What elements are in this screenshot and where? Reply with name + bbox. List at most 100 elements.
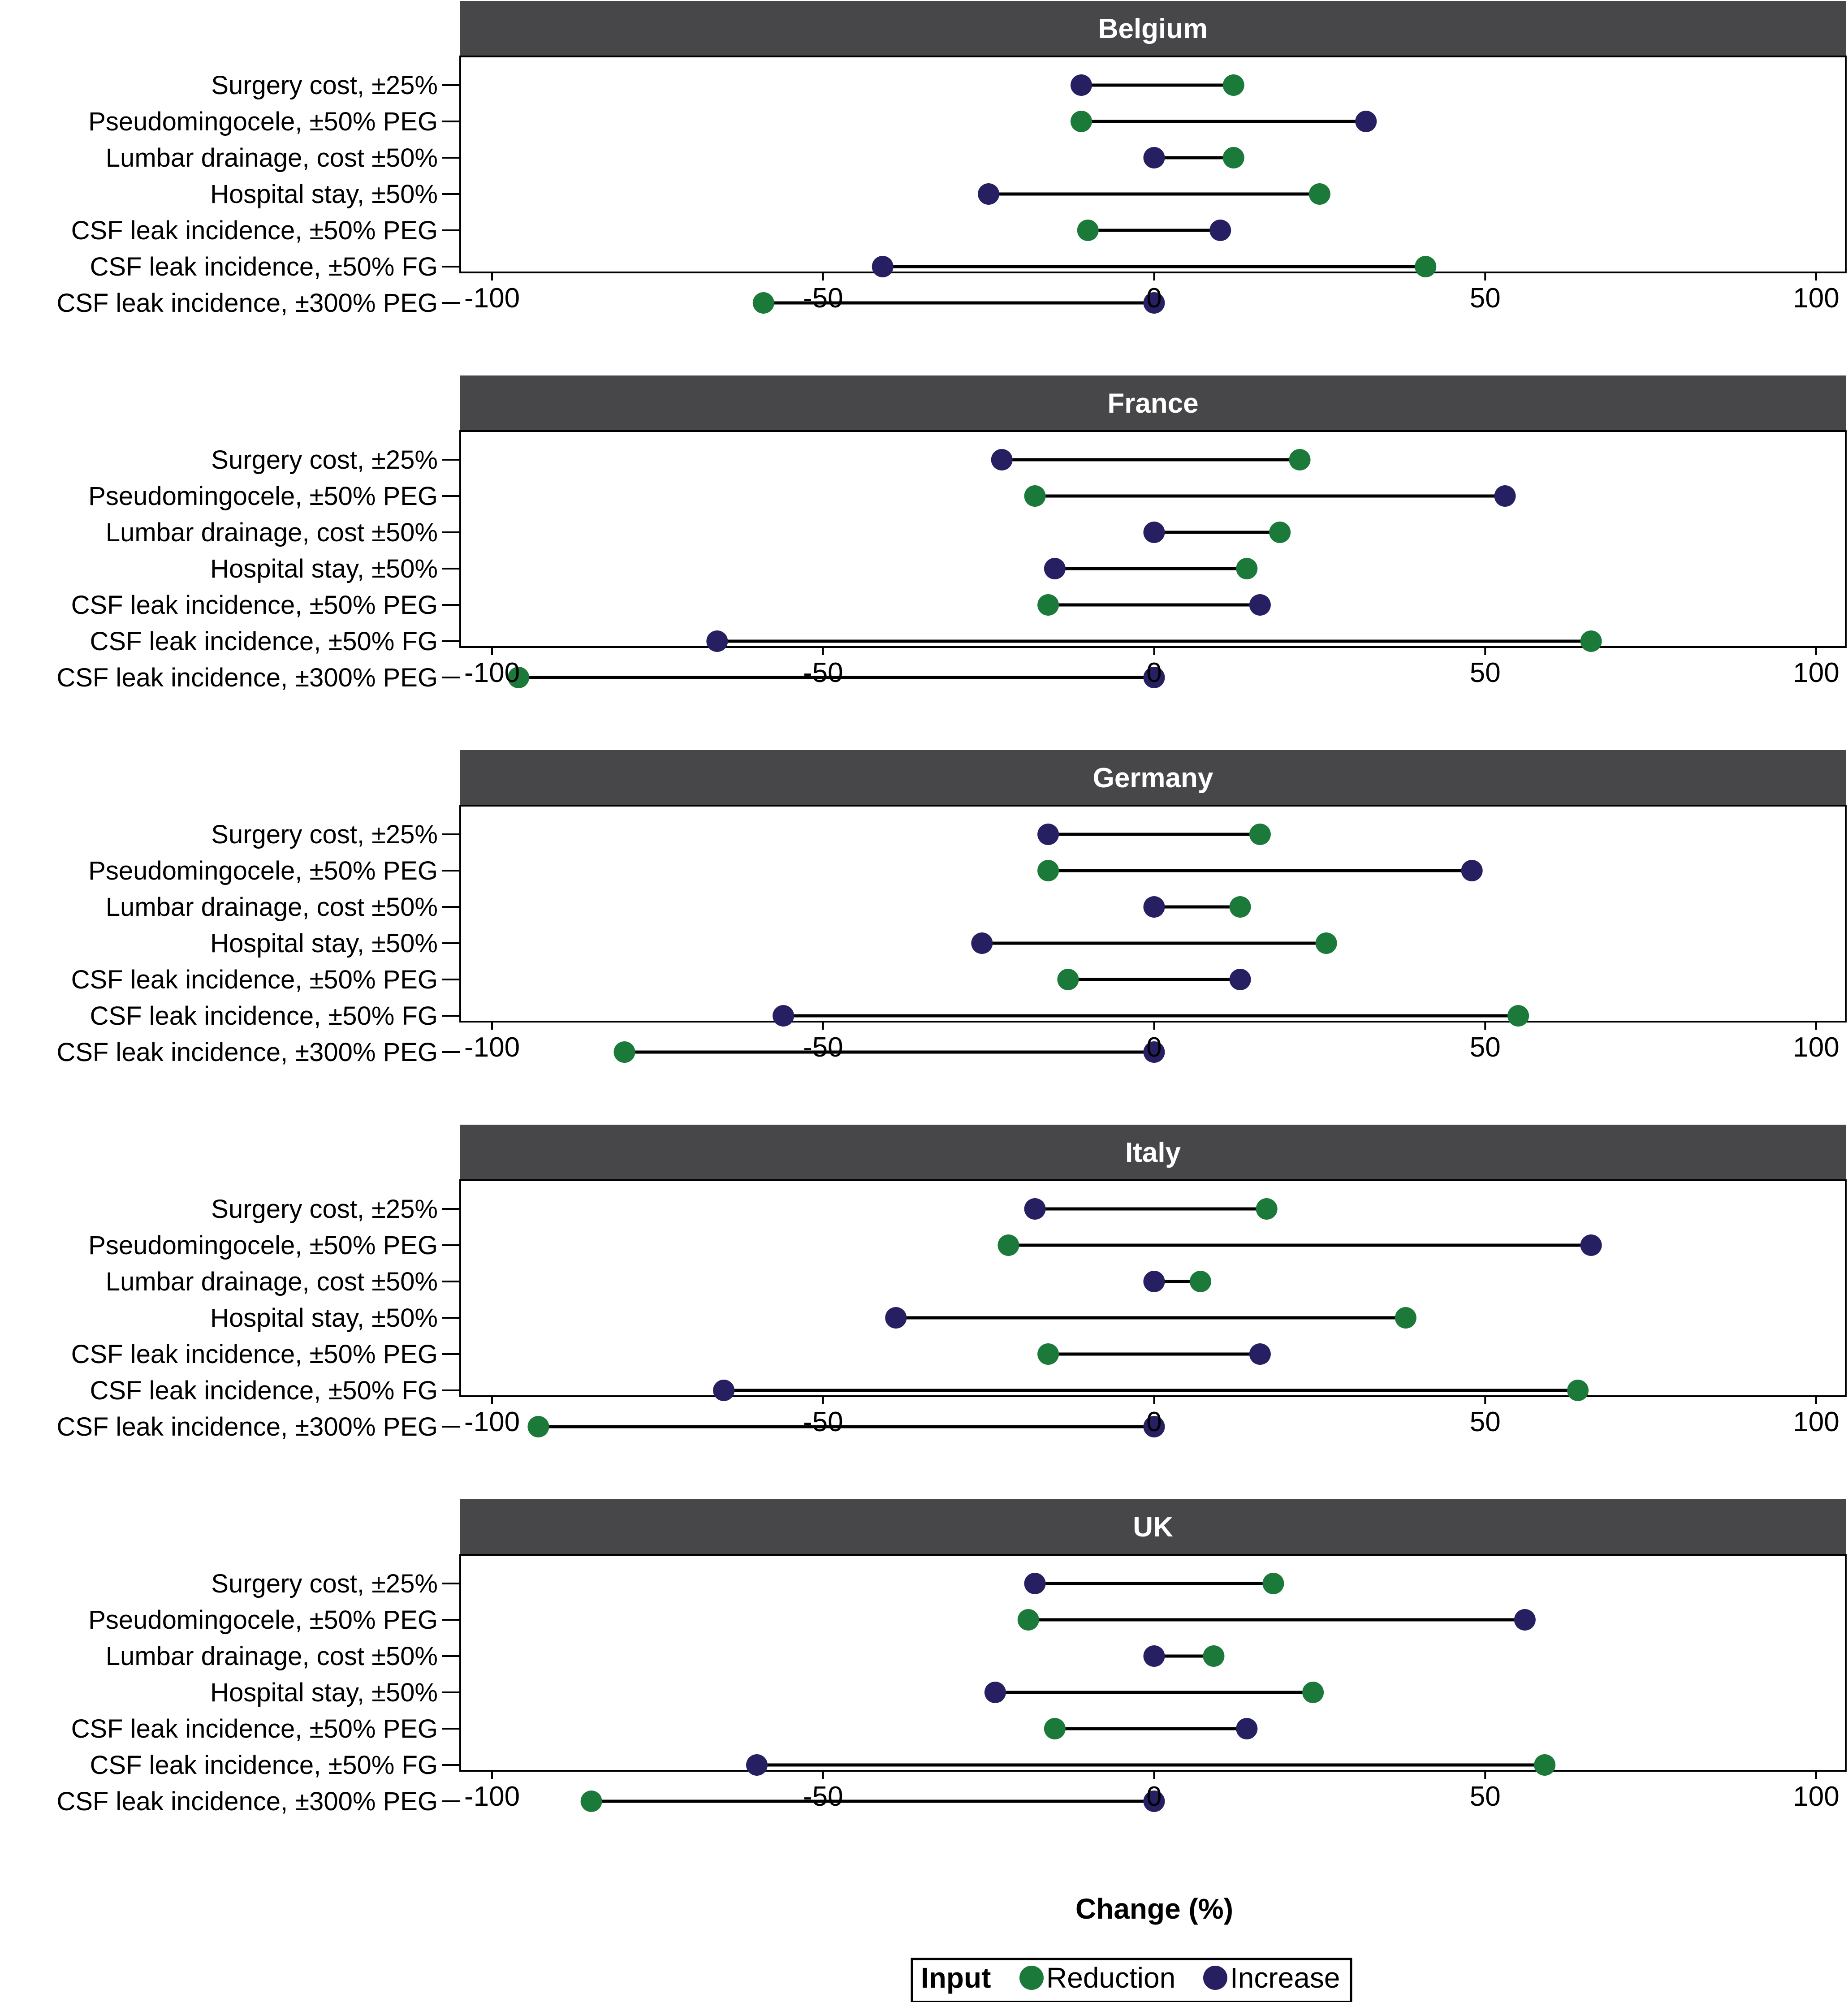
reduction-point [508, 667, 530, 688]
category-label: Surgery cost, ±25% [211, 1569, 438, 1598]
reduction-point [997, 1234, 1019, 1256]
reduction-point [1256, 1198, 1278, 1220]
panel-frame-uk [459, 1554, 1847, 1772]
x-tick-label: 50 [1470, 657, 1501, 688]
increase-point [1143, 667, 1165, 688]
increase-point [706, 630, 728, 652]
reduction-point [1302, 1682, 1324, 1703]
increase-point [1143, 522, 1165, 543]
increase-point [978, 183, 1000, 205]
x-tick-label: 50 [1470, 283, 1501, 314]
panel-title-belgium: Belgium [1098, 13, 1208, 44]
category-label: Surgery cost, ±25% [211, 820, 438, 849]
reduction-point [527, 1416, 549, 1437]
x-tick-label: 0 [1146, 1781, 1161, 1812]
category-label: CSF leak incidence, ±50% FG [90, 1001, 438, 1031]
category-label: CSF leak incidence, ±50% PEG [71, 1714, 438, 1743]
increase-point [872, 256, 894, 277]
increase-point [1461, 860, 1483, 881]
increase-point [971, 932, 993, 954]
increase-point [1249, 1343, 1271, 1365]
panel-frame-belgium [459, 56, 1847, 273]
increase-point [1024, 1573, 1046, 1594]
reduction-point [1044, 1718, 1066, 1739]
category-label: CSF leak incidence, ±50% FG [90, 1376, 438, 1405]
category-label: Surgery cost, ±25% [211, 71, 438, 100]
legend-box [911, 1958, 1352, 2002]
panel-title-italy: Italy [1125, 1137, 1181, 1168]
increase-point [885, 1307, 907, 1329]
category-label: Surgery cost, ±25% [211, 1195, 438, 1224]
x-tick-label: 50 [1470, 1781, 1501, 1812]
reduction-point [1415, 256, 1437, 277]
panel-belgium: Belgium Surgery cost, ±25% Pseudomingocele… [56, 1, 1847, 318]
x-tick-label: -50 [803, 657, 843, 688]
category-label: Hospital stay, ±50% [210, 1678, 438, 1707]
increase-point [1143, 1041, 1165, 1063]
x-tick-label: 100 [1793, 283, 1839, 314]
increase-point [713, 1380, 735, 1401]
x-tick-label: -50 [803, 283, 843, 314]
reduction-point [1037, 594, 1059, 616]
increase-point [1143, 1645, 1165, 1667]
increase-point [1143, 147, 1165, 168]
reduction-point [1077, 220, 1099, 241]
reduction-point [1269, 522, 1291, 543]
category-label: Pseudomingocele, ±50% PEG [88, 1605, 438, 1635]
panel-france: France Surgery cost, ±25% Pseudomingocele,… [56, 375, 1847, 692]
panel-title-france: France [1107, 388, 1198, 419]
category-label: CSF leak incidence, ±300% PEG [56, 1787, 438, 1816]
category-label: Lumbar drainage, cost ±50% [106, 518, 438, 547]
x-tick-label: 100 [1793, 1407, 1839, 1437]
legend-swatch-increase [1203, 1966, 1227, 1990]
increase-point [1044, 558, 1066, 579]
increase-point [991, 449, 1013, 470]
increase-point [1143, 896, 1165, 918]
panel-title-germany: Germany [1093, 763, 1213, 794]
legend-label-reduction: Reduction [1046, 1962, 1175, 1994]
category-label: Lumbar drainage, cost ±50% [106, 893, 438, 922]
x-tick-label: -50 [803, 1032, 843, 1063]
x-tick-label: -100 [464, 1407, 520, 1437]
x-tick-label: -100 [464, 283, 520, 314]
reduction-point [1017, 1609, 1039, 1631]
reduction-point [1024, 485, 1046, 507]
category-label: CSF leak incidence, ±50% PEG [71, 1340, 438, 1369]
reduction-point [752, 292, 774, 314]
reduction-point [1567, 1380, 1589, 1401]
reduction-point [1037, 1343, 1059, 1365]
category-label: CSF leak incidence, ±300% PEG [56, 663, 438, 692]
category-label: CSF leak incidence, ±50% PEG [71, 216, 438, 245]
legend-swatch-reduction [1019, 1966, 1044, 1990]
reduction-point [1315, 932, 1337, 954]
category-label: CSF leak incidence, ±50% PEG [71, 965, 438, 994]
category-label: CSF leak incidence, ±50% PEG [71, 591, 438, 620]
panel-strip-italy [460, 1125, 1846, 1180]
increase-point [1514, 1609, 1536, 1631]
category-label: Surgery cost, ±25% [211, 445, 438, 475]
category-label: CSF leak incidence, ±300% PEG [56, 1412, 438, 1441]
increase-point [1236, 1718, 1258, 1739]
increase-point [1229, 969, 1251, 990]
increase-point [984, 1682, 1006, 1703]
reduction-point [1236, 558, 1258, 579]
panel-frame-germany [459, 805, 1847, 1023]
panel-strip-uk [460, 1499, 1846, 1555]
reduction-point [1308, 183, 1330, 205]
category-label: CSF leak incidence, ±50% FG [90, 627, 438, 656]
x-tick-label: 100 [1793, 657, 1839, 688]
increase-point [1209, 220, 1231, 241]
increase-point [1355, 111, 1377, 132]
increase-point [773, 1005, 794, 1027]
increase-point [1070, 74, 1092, 96]
increase-point [1580, 1234, 1602, 1256]
reduction-point [1229, 896, 1251, 918]
panel-strip-belgium [460, 1, 1846, 56]
reduction-point [1249, 824, 1271, 845]
category-label: CSF leak incidence, ±50% FG [90, 1751, 438, 1780]
x-tick-label: 0 [1146, 657, 1161, 688]
x-tick-label: 0 [1146, 1407, 1161, 1437]
category-label: Lumbar drainage, cost ±50% [106, 1642, 438, 1671]
panel-frame-italy [459, 1179, 1847, 1397]
category-label: Hospital stay, ±50% [210, 180, 438, 209]
